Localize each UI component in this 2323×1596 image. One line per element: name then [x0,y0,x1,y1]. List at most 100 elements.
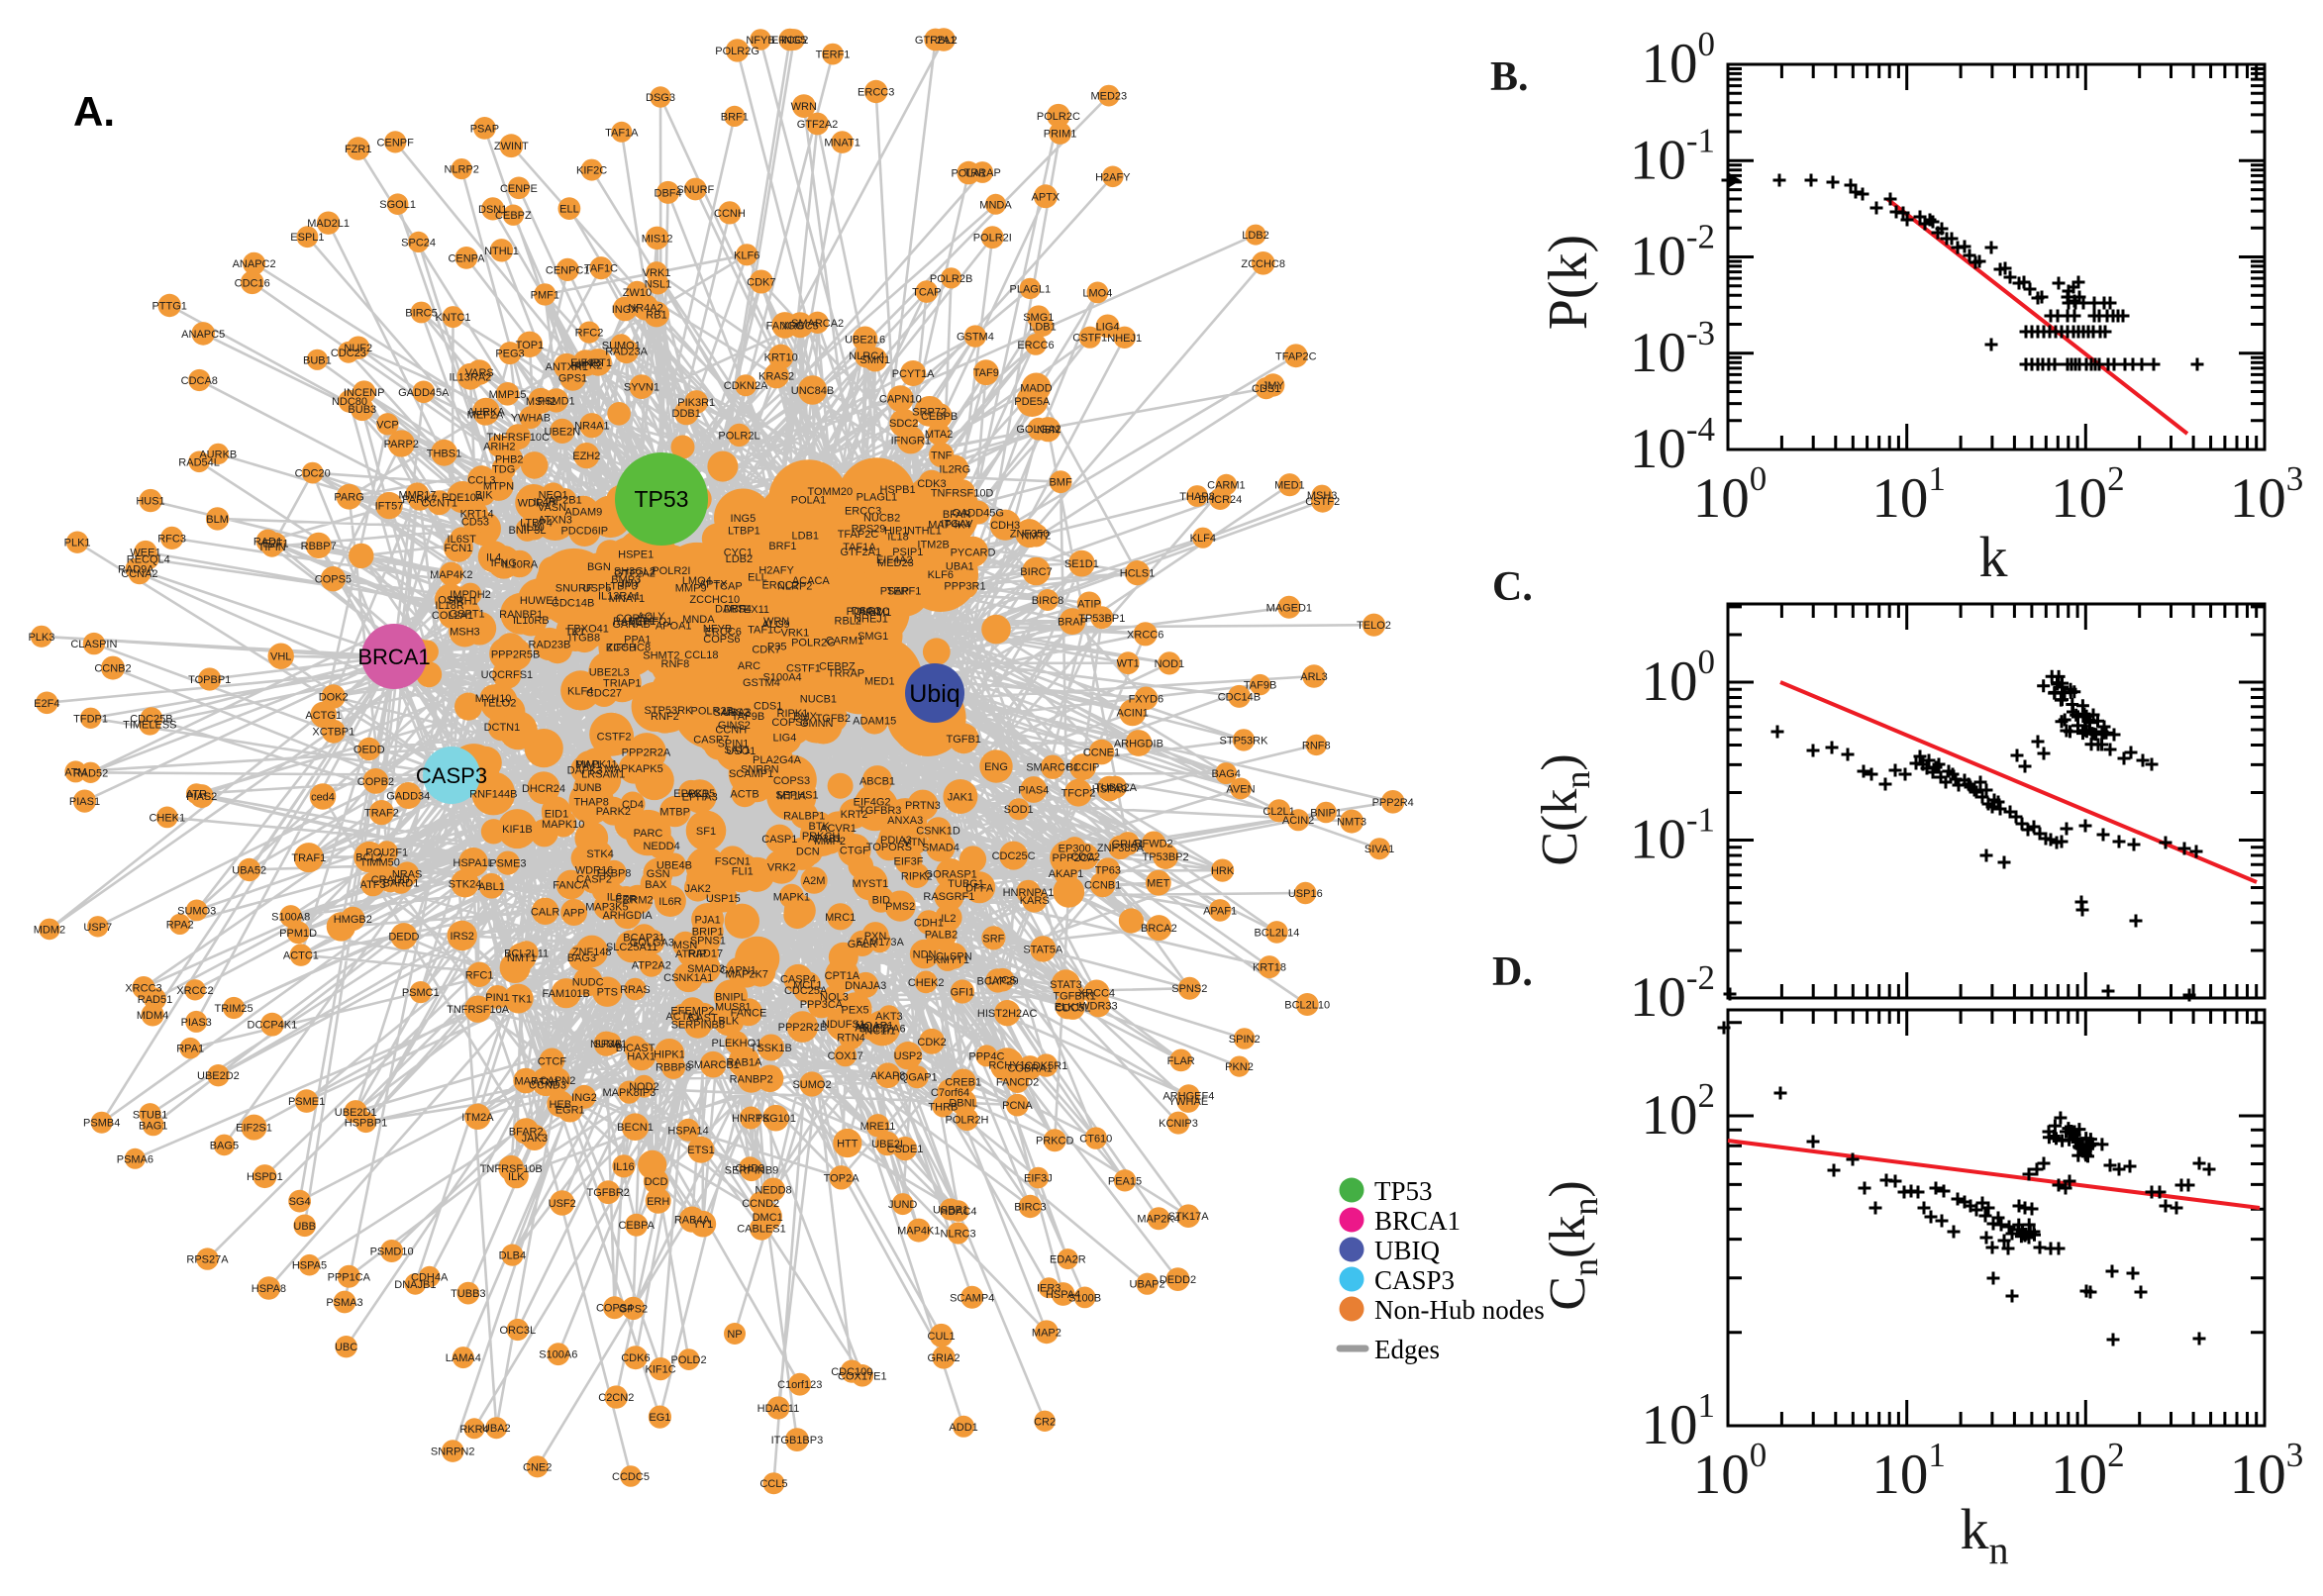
svg-text:ATIP: ATIP [1077,599,1101,611]
svg-text:PIK3R1: PIK3R1 [677,397,715,409]
svg-text:RAD1: RAD1 [253,537,282,549]
svg-text:ACTG1: ACTG1 [305,710,342,722]
svg-text:POLR2G: POLR2G [791,637,836,648]
svg-text:MED1: MED1 [1274,480,1305,492]
svg-text:WDR16: WDR16 [575,865,614,877]
svg-text:TFDP1: TFDP1 [73,713,108,725]
svg-text:WRN: WRN [763,616,789,628]
svg-text:GSTM4: GSTM4 [743,677,780,689]
svg-text:AKAP1: AKAP1 [1049,868,1083,880]
svg-text:RASGRF1: RASGRF1 [923,891,974,903]
svg-text:SNURF: SNURF [556,583,593,595]
svg-text:MMP15: MMP15 [489,389,527,401]
svg-text:DAPK3: DAPK3 [567,764,603,776]
svg-text:PSMC1: PSMC1 [402,987,440,999]
svg-text:FANCA: FANCA [553,880,589,892]
svg-text:CDCA8: CDCA8 [181,375,218,387]
svg-text:FLAR: FLAR [1167,1055,1195,1067]
svg-text:PDIA3: PDIA3 [880,835,912,847]
svg-text:ARHGEF4: ARHGEF4 [1162,1091,1214,1103]
svg-text:XCTBP1: XCTBP1 [312,727,354,739]
svg-text:NUCB2: NUCB2 [863,512,900,524]
svg-text:SEPHS1: SEPHS1 [775,790,818,802]
svg-text:ACACA: ACACA [792,575,831,587]
svg-text:BCL2L14: BCL2L14 [1254,927,1299,939]
svg-text:POLR2H: POLR2H [945,1114,988,1126]
svg-text:TUBG1: TUBG1 [948,878,984,890]
svg-text:CCL18: CCL18 [684,649,718,661]
svg-text:SMARCA2: SMARCA2 [791,318,844,330]
svg-text:WT1: WT1 [1117,658,1140,670]
svg-text:DDB1: DDB1 [672,408,701,420]
svg-text:JUNB: JUNB [573,782,602,794]
svg-text:ARL3: ARL3 [1300,671,1328,683]
svg-text:SNRPN2: SNRPN2 [431,1446,475,1458]
svg-text:CCNH: CCNH [715,724,747,736]
svg-text:ARHGDIB: ARHGDIB [1114,739,1163,750]
svg-text:CD53: CD53 [461,517,489,529]
svg-text:A2M: A2M [803,875,826,887]
svg-text:A.: A. [73,88,115,135]
svg-text:PARG: PARG [334,492,363,504]
svg-text:NR4A2: NR4A2 [628,302,662,314]
svg-text:TP53: TP53 [635,486,689,512]
svg-text:KCNIP3: KCNIP3 [1159,1118,1198,1130]
svg-text:CCNH: CCNH [714,208,746,220]
svg-text:SPC24: SPC24 [401,237,436,249]
svg-text:POLR2L: POLR2L [718,430,759,442]
svg-text:ADAM15: ADAM15 [853,715,896,727]
svg-text:RTN4: RTN4 [837,1032,865,1044]
svg-text:SRF: SRF [982,933,1004,945]
svg-text:IL2RG: IL2RG [939,464,970,476]
svg-text:IL6: IL6 [607,892,622,904]
svg-text:TOP1: TOP1 [516,340,545,351]
svg-text:PPP2R5B: PPP2R5B [491,649,541,661]
svg-text:BAG4: BAG4 [1212,768,1241,780]
svg-text:AP2B1: AP2B1 [548,495,581,507]
svg-text:IL10RA: IL10RA [501,559,538,571]
svg-text:TCAP: TCAP [912,287,941,299]
svg-text:POLR2C: POLR2C [1037,111,1080,123]
svg-text:MAD2L1: MAD2L1 [307,218,350,230]
svg-text:GALR: GALR [848,939,877,950]
svg-text:BIK: BIK [475,489,493,501]
svg-text:MAP3K5: MAP3K5 [585,902,628,914]
svg-text:TAF9: TAF9 [973,367,999,379]
svg-text:NC1I1: NC1I1 [864,1026,895,1038]
svg-text:DOK2: DOK2 [319,692,349,704]
svg-text:BMF: BMF [1049,477,1072,489]
svg-text:TEX11: TEX11 [737,604,769,616]
svg-text:NMT1: NMT1 [507,952,537,964]
svg-text:COPS3: COPS3 [773,775,810,787]
svg-text:USF2: USF2 [549,1198,576,1210]
svg-text:DCD: DCD [645,1176,668,1188]
svg-text:k: k [1979,525,2008,589]
svg-text:SAT1: SAT1 [724,745,751,756]
svg-text:UBAP2: UBAP2 [1130,1279,1165,1291]
svg-text:MTBP: MTBP [659,807,690,819]
svg-text:TIPIN: TIPIN [258,542,286,553]
svg-text:ACVR1: ACVR1 [820,823,857,835]
svg-text:DLB4: DLB4 [499,1250,527,1262]
svg-text:THAP8: THAP8 [1179,491,1214,503]
svg-text:10-2: 10-2 [1630,218,1715,288]
svg-text:CALR: CALR [531,906,559,918]
svg-text:BMX: BMX [793,711,818,723]
svg-text:PEX5: PEX5 [842,1004,869,1016]
svg-text:PRKCH: PRKCH [802,831,841,843]
svg-text:HIPK2: HIPK2 [571,360,603,372]
svg-text:MMP17: MMP17 [398,490,436,502]
svg-text:SGOL1: SGOL1 [379,199,416,211]
svg-text:HSPA9: HSPA9 [1092,784,1127,796]
svg-text:TERF1: TERF1 [886,586,921,598]
svg-text:KIF1B: KIF1B [502,824,533,836]
svg-text:BGN: BGN [587,561,611,573]
svg-text:RKR4: RKR4 [459,1424,488,1436]
svg-text:LRSAM1: LRSAM1 [581,769,625,781]
svg-text:RBL2: RBL2 [930,35,958,47]
svg-text:UNC84B: UNC84B [791,385,834,397]
svg-text:CDC27: CDC27 [586,688,622,700]
svg-text:TGFBR2: TGFBR2 [586,1187,629,1199]
svg-text:PDE10A: PDE10A [442,492,484,504]
svg-text:HIST2H2AC: HIST2H2AC [977,1008,1038,1020]
